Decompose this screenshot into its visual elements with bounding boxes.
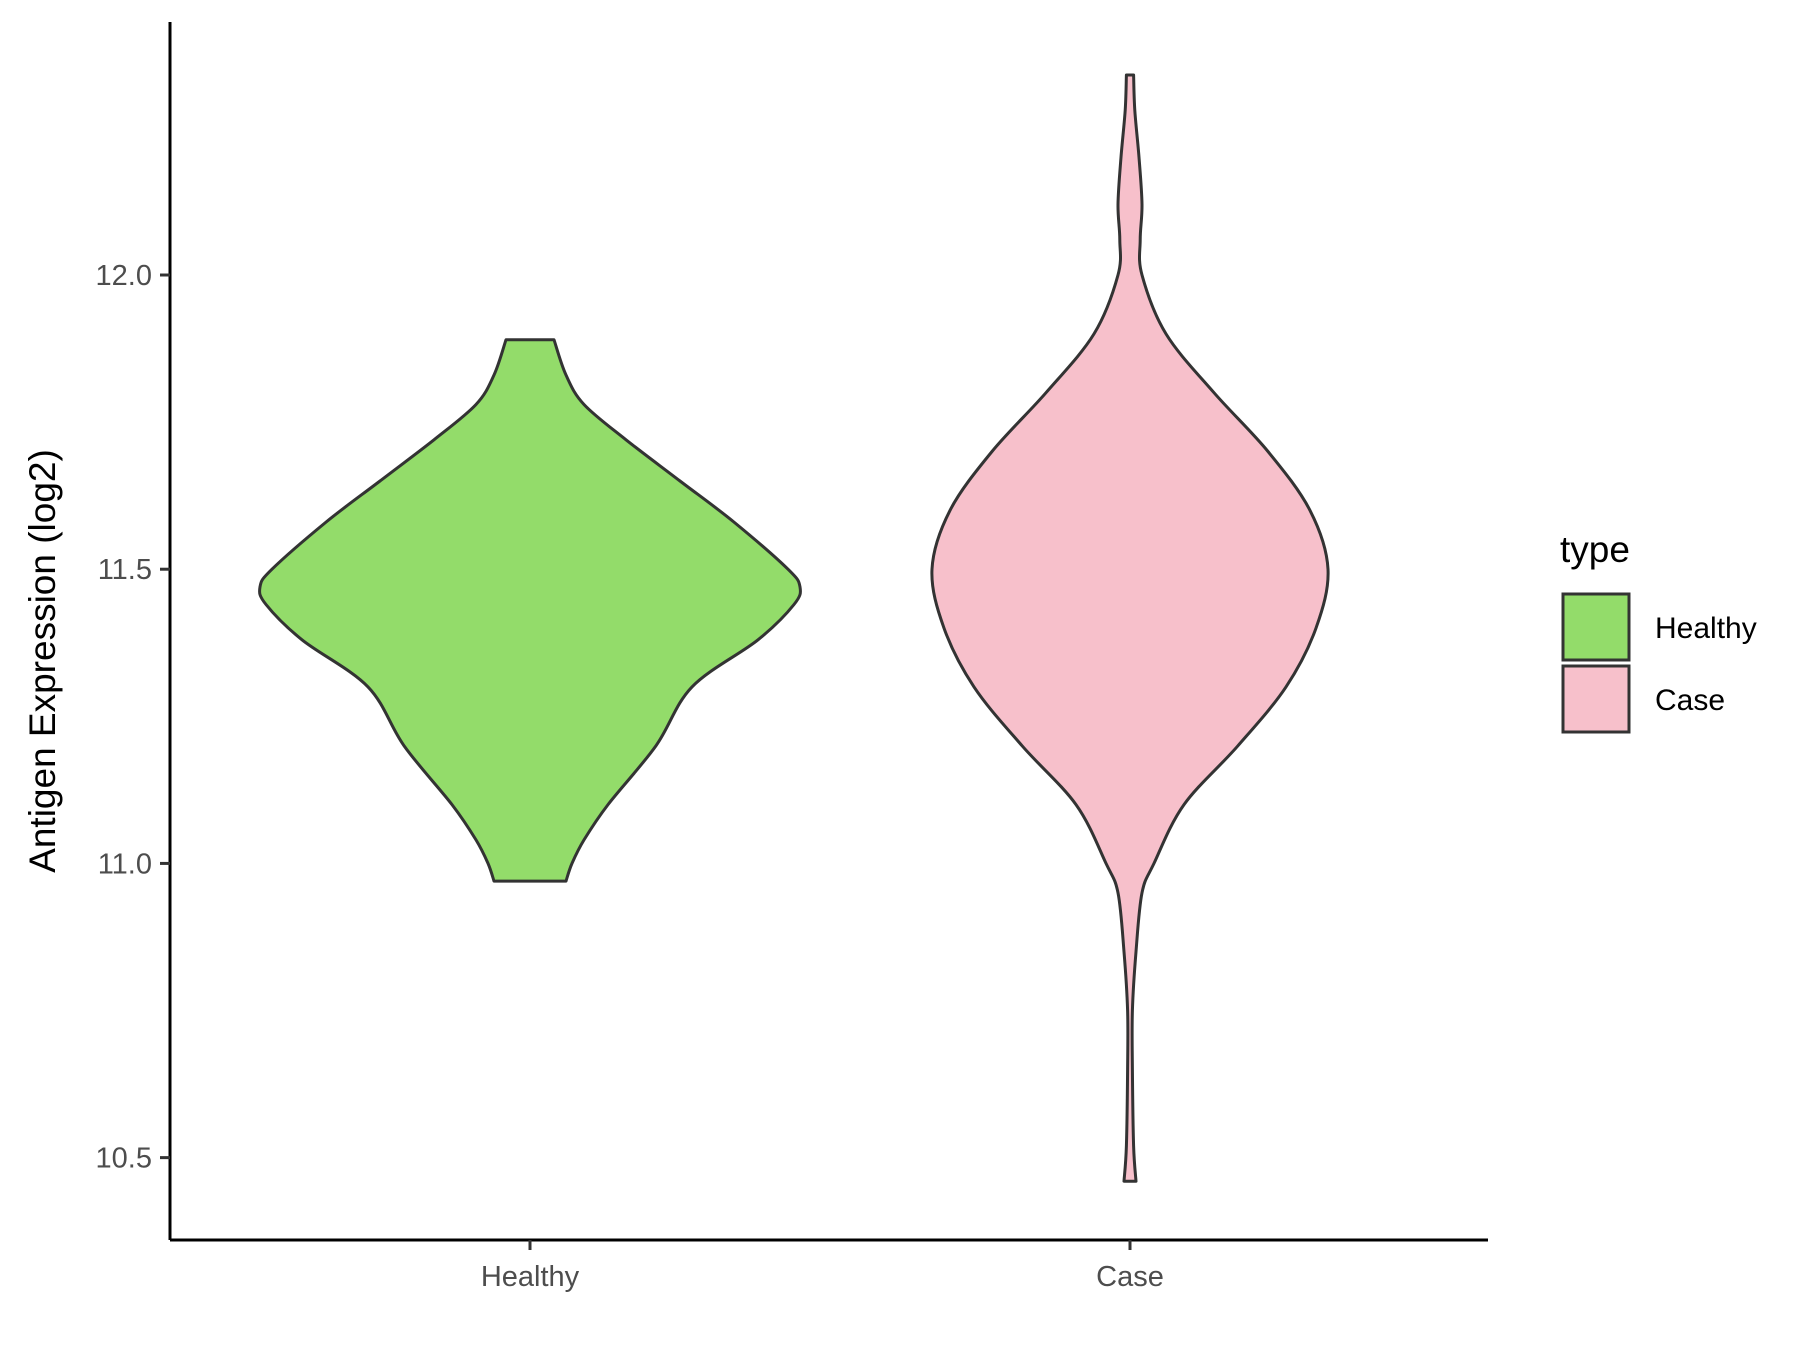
x-tick-label: Case <box>1096 1261 1164 1293</box>
legend: type Healthy Case <box>1560 529 1757 734</box>
y-tick-label: 11.0 <box>98 848 152 880</box>
y-tick-label: 11.5 <box>98 554 152 586</box>
x-tick-label: Healthy <box>481 1261 580 1293</box>
axes <box>168 22 1488 1242</box>
legend-items: Healthy Case <box>1561 592 1757 734</box>
legend-swatch-healthy <box>1561 592 1631 662</box>
violin-layer <box>258 73 1330 1183</box>
legend-label-healthy: Healthy <box>1655 612 1757 645</box>
y-axis-title: Antigen Expression (log2) <box>22 449 63 873</box>
violin-healthy <box>258 338 802 883</box>
violin-case <box>930 73 1330 1183</box>
legend-title: type <box>1560 529 1630 570</box>
y-tick-label: 12.0 <box>96 260 152 292</box>
legend-swatch-case <box>1561 664 1631 734</box>
x-axis-ticks: Healthy Case <box>481 1240 1164 1293</box>
legend-label-case: Case <box>1655 684 1725 717</box>
y-tick-label: 10.5 <box>96 1143 152 1175</box>
y-axis-ticks: 10.5 11.0 11.5 12.0 <box>96 260 170 1175</box>
